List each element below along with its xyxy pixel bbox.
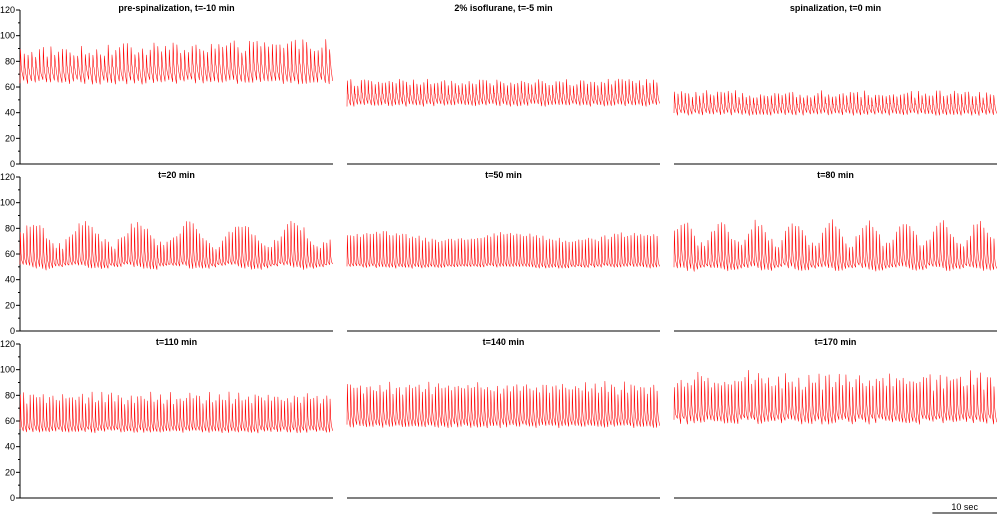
y-tick-label: 20 (5, 467, 15, 477)
panel: t=20 min 0 20 40 60 80 100 120 (0, 170, 333, 336)
pressure-trace (19, 391, 333, 434)
pressure-trace (346, 381, 660, 429)
y-tick-label: 40 (5, 108, 15, 118)
panel-title: pre-spinalization, t=-10 min (118, 3, 234, 13)
panel-title: 2% isoflurane, t=-5 min (454, 3, 552, 13)
y-tick-label: 120 (0, 172, 15, 182)
panels-layer: pre-spinalization, t=-10 min 0 20 40 60 80 100… (0, 3, 997, 503)
panel-title: t=140 min (483, 337, 525, 347)
scale-bar: 10 sec (932, 502, 997, 514)
pressure-trace (19, 39, 333, 85)
pressure-trace (19, 220, 333, 271)
y-tick-label: 20 (5, 300, 15, 310)
panel: 2% isoflurane, t=-5 min (346, 3, 660, 165)
panel: t=170 min (673, 337, 997, 499)
y-tick-label: 40 (5, 442, 15, 452)
y-tick-label: 80 (5, 223, 15, 233)
y-tick-label: 100 (0, 31, 15, 41)
y-tick-label: 0 (10, 159, 15, 169)
panel: t=50 min (346, 170, 660, 332)
y-tick-label: 0 (10, 493, 15, 503)
panel: spinalization, t=0 min (673, 3, 997, 165)
y-tick-label: 120 (0, 339, 15, 349)
pressure-trace (346, 231, 660, 269)
y-tick-label: 60 (5, 82, 15, 92)
y-tick-label: 60 (5, 249, 15, 259)
panel: pre-spinalization, t=-10 min 0 20 40 60 80 100… (0, 3, 333, 169)
y-tick-label: 100 (0, 198, 15, 208)
pressure-trace (673, 370, 997, 425)
panel: t=80 min (673, 170, 997, 332)
panel-title: t=110 min (156, 337, 197, 347)
pressure-trace (673, 219, 997, 272)
panel: t=110 min 0 20 40 60 80 100 120 (0, 337, 333, 503)
y-tick-label: 100 (0, 365, 15, 375)
y-tick-label: 20 (5, 133, 15, 143)
y-tick-label: 60 (5, 416, 15, 426)
panel-title: spinalization, t=0 min (790, 3, 881, 13)
y-tick-label: 120 (0, 5, 15, 15)
y-tick-label: 40 (5, 275, 15, 285)
pressure-trace (673, 90, 997, 116)
pressure-trace (346, 78, 660, 107)
scale-bar-label: 10 sec (951, 502, 978, 512)
panel-title: t=170 min (815, 337, 857, 347)
y-tick-label: 80 (5, 390, 15, 400)
panel-title: t=80 min (817, 170, 854, 180)
panel: t=140 min (346, 337, 660, 499)
panel-title: t=20 min (158, 170, 195, 180)
y-tick-label: 0 (10, 326, 15, 336)
y-tick-label: 80 (5, 56, 15, 66)
panel-title: t=50 min (485, 170, 522, 180)
